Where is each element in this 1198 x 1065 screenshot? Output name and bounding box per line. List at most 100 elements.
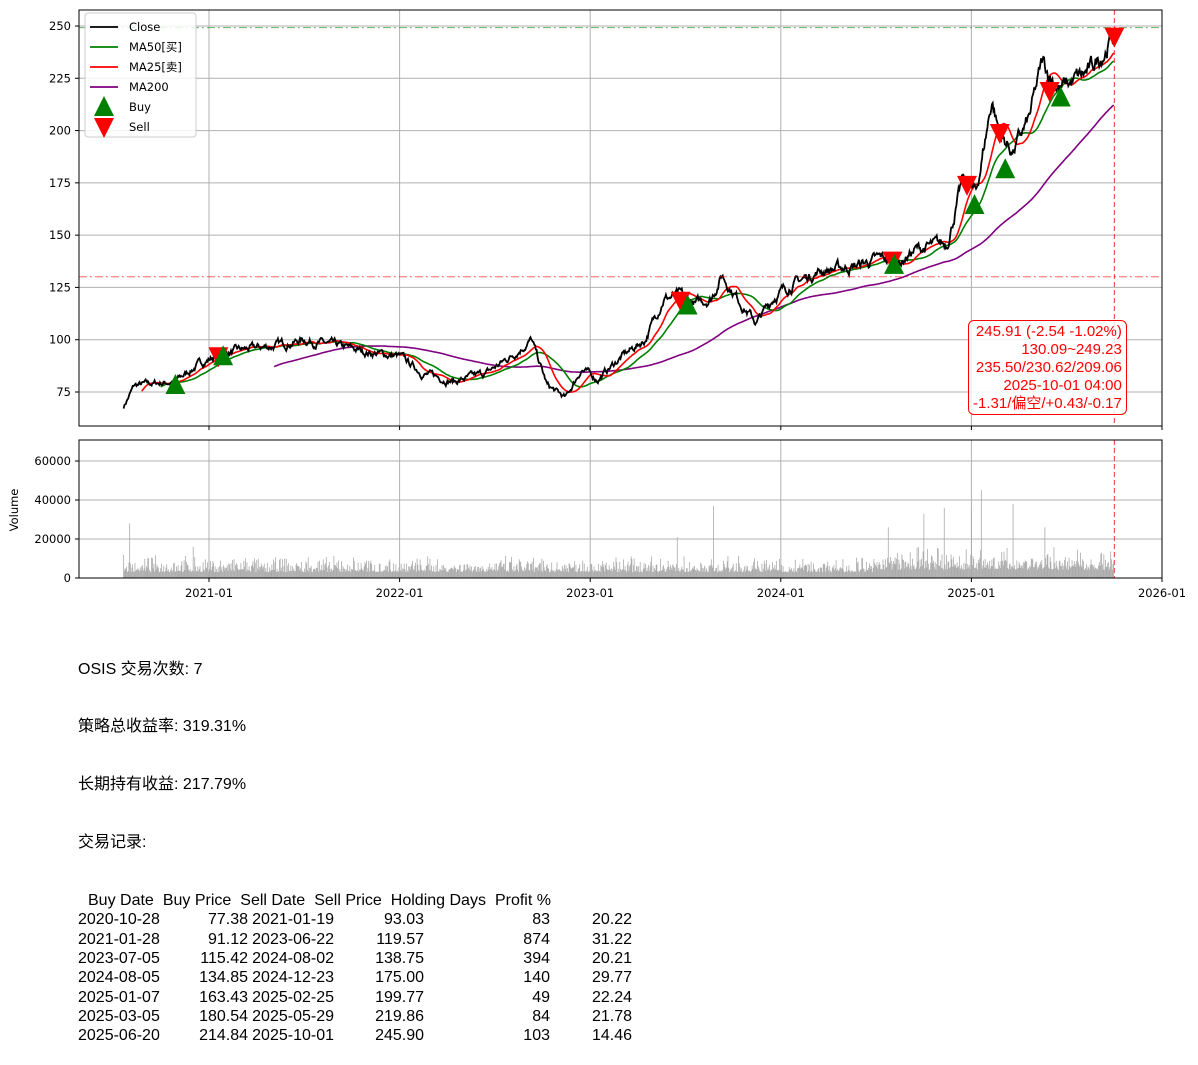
trade-table: Buy Date Buy Price Sell Date Sell Price Hold… <box>78 891 632 1045</box>
table-cell: Sell Date <box>240 892 306 910</box>
annot-line: 2025-10-01 04:00 <box>1003 377 1122 394</box>
table-cell: 2021-01-19 <box>252 911 334 929</box>
ma200-line <box>273 104 1115 373</box>
volume-bars <box>123 490 1115 578</box>
x-tick-label: 2024-01 <box>757 586 805 600</box>
x-tick-label: 2025-01 <box>947 586 995 600</box>
table-cell: Buy Price <box>162 892 232 910</box>
table-cell: Holding Days <box>390 892 486 910</box>
table-row: 2024-08-05 134.85 2024-12-23 175.00 140 29.77 <box>78 968 632 987</box>
price-volume-chart: 2021-01 2022-01 2023-01 2024-01 2025-01 2026-… <box>7 9 1186 600</box>
buy-marker <box>213 345 234 366</box>
sell-marker <box>1039 82 1060 103</box>
buy-marker <box>1050 86 1071 107</box>
buy-hold-return: 长期持有收益: 217.79% <box>78 776 247 794</box>
y-tick-label: 175 <box>49 176 71 190</box>
table-cell: 163.43 <box>199 988 248 1006</box>
table-cell: Sell Price <box>314 892 382 910</box>
sell-marker <box>989 124 1010 145</box>
table-cell: 83 <box>532 911 550 929</box>
y-tick-label: 225 <box>49 71 71 85</box>
trade-count: OSIS 交易次数: 7 <box>78 660 203 678</box>
table-cell: 20.22 <box>591 911 632 929</box>
annot-line: 130.09~249.23 <box>1021 341 1122 358</box>
table-cell: 2025-03-05 <box>78 1007 160 1025</box>
table-cell: 214.84 <box>199 1027 248 1045</box>
table-row: 2020-10-28 77.38 2021-01-19 93.03 83 20.22 <box>78 910 632 929</box>
table-cell: 874 <box>523 930 550 948</box>
table-cell: 140 <box>523 969 550 987</box>
price-annotation-box: 245.91 (-2.54 -1.02%) 130.09~249.23 235.… <box>968 320 1127 415</box>
volume-y-tick-label: 40000 <box>34 493 71 507</box>
table-cell: 245.90 <box>375 1027 424 1045</box>
table-cell: 394 <box>523 950 550 968</box>
table-cell: 93.03 <box>383 911 424 929</box>
trade-log-title: 交易记录: <box>78 834 147 852</box>
table-row: 2025-06-20 214.84 2025-10-01 245.90 103 14.46 <box>78 1026 632 1045</box>
volume-y-tick-label: 60000 <box>34 454 71 468</box>
table-cell: 91.12 <box>207 930 248 948</box>
table-cell: 2025-10-01 <box>252 1027 334 1045</box>
x-tick-label: 2026-01 <box>1138 586 1186 600</box>
legend-frame <box>84 12 197 138</box>
buy-marker <box>964 194 985 215</box>
table-row: 2025-01-07 163.43 2025-02-25 199.77 49 22.24 <box>78 988 632 1007</box>
legend-label: MA50[买] <box>129 40 182 54</box>
y-tick-label: 250 <box>49 19 71 33</box>
table-header: Buy Date Buy Price Sell Date Sell Price Hold… <box>78 891 632 910</box>
table-cell: 2024-08-02 <box>252 950 334 968</box>
buy-marker <box>677 294 698 315</box>
table-cell: 22.24 <box>591 988 632 1006</box>
buy-marker <box>884 253 905 274</box>
y-tick-label: 125 <box>49 280 71 294</box>
close-line <box>122 31 1115 409</box>
price-axes-frame <box>78 9 1163 427</box>
table-cell: 119.57 <box>376 930 424 948</box>
table-cell: 115.42 <box>200 950 248 968</box>
legend-marker <box>94 118 114 138</box>
table-row: 2025-03-05 180.54 2025-05-29 219.86 84 21.78 <box>78 1007 632 1026</box>
table-cell: Profit % <box>494 892 551 910</box>
table-cell: 134.85 <box>199 969 248 987</box>
table-cell: 2021-01-28 <box>78 930 160 948</box>
table-row: 2023-07-05 115.42 2024-08-02 138.75 394 20.21 <box>78 949 632 968</box>
buy-marker <box>165 374 186 395</box>
volume-y-tick-label: 0 <box>64 571 71 585</box>
legend-label: Close <box>129 20 160 34</box>
legend: Close MA50[买] MA25[卖] MA200 Buy Sell <box>84 12 197 138</box>
legend-marker <box>94 96 114 116</box>
annot-line: 245.91 (-2.54 -1.02%) <box>975 323 1122 340</box>
sell-marker <box>1104 27 1125 48</box>
table-row: 2021-01-28 91.12 2023-06-22 119.57 874 31.22 <box>78 930 632 949</box>
table-cell: 2025-05-29 <box>252 1007 334 1025</box>
legend-label: Buy <box>129 100 151 114</box>
sell-marker <box>957 175 978 196</box>
table-cell: 84 <box>532 1007 550 1025</box>
table-cell: 180.54 <box>199 1007 248 1025</box>
table-cell: 2025-06-20 <box>78 1027 160 1045</box>
volume-axis-label: Volume <box>7 489 21 532</box>
y-tick-label: 75 <box>56 385 71 399</box>
table-cell: 14.46 <box>591 1027 632 1045</box>
legend-label: MA200 <box>129 80 169 94</box>
y-tick-label: 150 <box>49 228 71 242</box>
table-cell: 175.00 <box>375 969 424 987</box>
table-cell: 219.86 <box>375 1007 424 1025</box>
table-cell: 29.77 <box>591 969 632 987</box>
table-cell: 2024-12-23 <box>252 969 334 987</box>
table-cell: 21.78 <box>591 1007 632 1025</box>
volume-y-tick-label: 20000 <box>34 532 71 546</box>
x-tick-label: 2023-01 <box>566 586 614 600</box>
table-cell: 2023-07-05 <box>78 950 160 968</box>
table-cell: 20.21 <box>591 950 632 968</box>
table-cell: 49 <box>532 988 550 1006</box>
table-cell: 77.38 <box>207 911 248 929</box>
trade-stats: OSIS 交易次数: 7 策略总收益率: 319.31% 长期持有收益: 217… <box>78 621 632 1065</box>
legend-label: Sell <box>129 120 150 134</box>
buy-marker <box>995 158 1016 179</box>
table-cell: Buy Date <box>88 892 154 910</box>
sell-marker <box>670 291 691 312</box>
table-cell: 2025-02-25 <box>252 988 334 1006</box>
x-tick-label: 2022-01 <box>376 586 424 600</box>
strategy-return: 策略总收益率: 319.31% <box>78 718 247 736</box>
